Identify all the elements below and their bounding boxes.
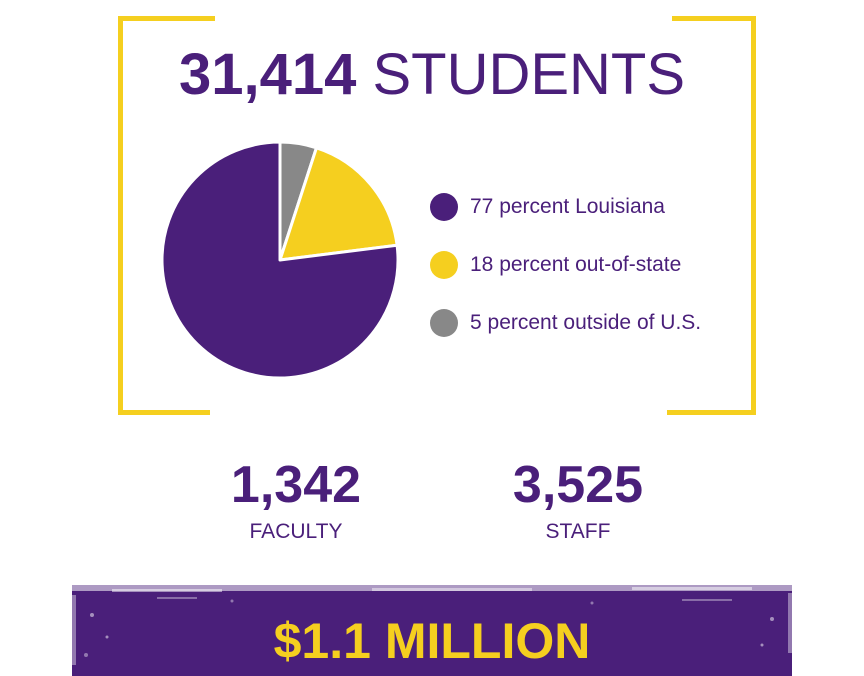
staff-count: 3,525: [512, 456, 644, 514]
student-count: 31,414: [178, 42, 357, 107]
legend-label-louisiana: 77 percent Louisiana: [470, 195, 665, 218]
staff-label: STAFF: [545, 520, 611, 543]
faculty-count: 1,342: [230, 456, 362, 514]
frame-bottom-left: [118, 410, 210, 415]
legend-label-out-of-state: 18 percent out-of-state: [470, 253, 682, 276]
frame-right: [751, 16, 756, 415]
faculty-label: FACULTY: [249, 520, 343, 543]
legend-swatch-louisiana: [430, 193, 458, 221]
frame-left: [118, 16, 123, 415]
chart-legend: 77 percent Louisiana 18 percent out-of-s…: [430, 178, 701, 352]
pie-slice-out-of-state: [278, 146, 399, 262]
staff-stat: 3,525 STAFF: [448, 455, 708, 545]
frame-bottom-right: [667, 410, 756, 415]
legend-item-louisiana: 77 percent Louisiana: [430, 178, 701, 236]
frame-top-left: [118, 16, 215, 21]
legend-swatch-international: [430, 309, 458, 337]
pie-chart: [160, 140, 400, 380]
faculty-stat: 1,342 FACULTY: [166, 455, 426, 545]
legend-item-out-of-state: 18 percent out-of-state: [430, 236, 701, 294]
funding-banner: $1.1 MILLION: [72, 585, 792, 676]
frame-top-right: [672, 16, 756, 21]
pie-slice-louisiana: [160, 140, 400, 380]
legend-swatch-out-of-state: [430, 251, 458, 279]
funding-amount: $1.1 MILLION: [273, 613, 591, 669]
banner-texture: [72, 585, 792, 665]
legend-label-international: 5 percent outside of U.S.: [470, 311, 702, 334]
legend-item-international: 5 percent outside of U.S.: [430, 294, 701, 352]
student-label: STUDENTS: [372, 42, 686, 107]
page-title: 31,414 STUDENTS: [0, 40, 864, 110]
